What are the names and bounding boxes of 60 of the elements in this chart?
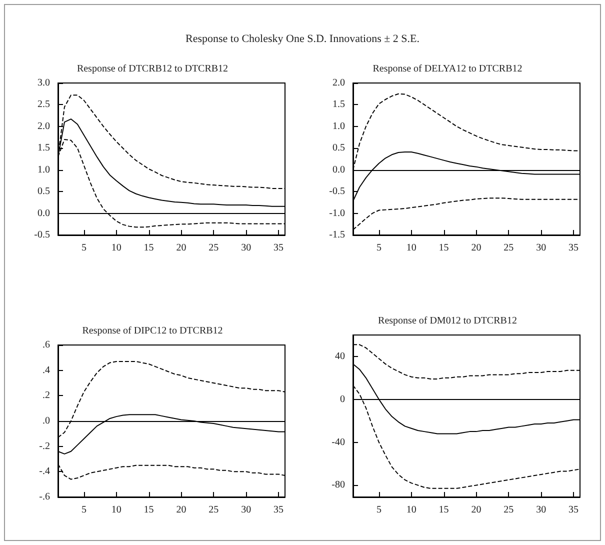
y-tick-label: -1.0 [329, 208, 345, 219]
y-tick-label: -.2 [39, 440, 50, 452]
y-tick-label: 1.0 [38, 164, 50, 176]
y-tick-label: 3.0 [38, 78, 50, 88]
y-tick-label: 40 [335, 350, 345, 362]
y-tick-label: -.6 [39, 492, 50, 502]
y-tick-label: 1.5 [38, 142, 50, 154]
x-tick-label: 25 [504, 504, 514, 516]
x-tick-label: 35 [274, 504, 284, 516]
x-tick-label: 35 [568, 242, 579, 254]
y-tick-label: -40 [332, 436, 345, 448]
x-tick-label: 5 [81, 504, 86, 516]
x-tick-label: 15 [144, 504, 154, 516]
y-tick-label: -.4 [39, 466, 50, 478]
x-tick-label: 30 [536, 242, 546, 254]
x-tick-label: 30 [241, 242, 252, 254]
y-tick-label: .2 [42, 390, 50, 402]
x-tick-label: 35 [274, 242, 284, 254]
y-tick-label: 0.5 [38, 186, 50, 198]
y-tick-label: 2.0 [332, 78, 345, 88]
x-tick-label: 10 [111, 242, 122, 254]
chart-title: Response of DM012 to DTCRB12 [378, 316, 517, 326]
x-tick-label: 20 [471, 242, 482, 254]
x-tick-label: 5 [376, 242, 382, 254]
chart-title: Response of DIPC12 to DTCRB12 [82, 326, 223, 336]
y-tick-label: -0.5 [329, 186, 345, 198]
y-tick-label: 2.0 [38, 120, 50, 132]
x-tick-label: 30 [241, 504, 252, 516]
x-tick-label: 20 [471, 504, 482, 516]
x-tick-label: 15 [144, 242, 154, 254]
chart-title: Response of DTCRB12 to DTCRB12 [76, 64, 228, 74]
x-tick-label: 25 [208, 504, 219, 516]
y-tick-label: 1.0 [332, 120, 345, 132]
y-tick-label: .4 [42, 364, 50, 376]
x-tick-label: 15 [438, 242, 449, 254]
x-tick-label: 10 [406, 242, 416, 254]
y-tick-label: 0 [340, 394, 345, 405]
chart-title: Response of DELYA12 to DTCRB12 [372, 64, 522, 74]
y-tick-label: -1.5 [329, 230, 345, 240]
x-tick-label: 35 [568, 504, 579, 516]
y-tick-label: 0.5 [332, 142, 345, 154]
y-tick-label: 0.0 [332, 164, 345, 176]
x-tick-label: 15 [438, 504, 449, 516]
y-tick-label: .6 [42, 340, 50, 350]
y-tick-label: 1.5 [332, 99, 345, 110]
y-tick-label: -80 [332, 480, 345, 491]
x-tick-label: 20 [176, 242, 186, 254]
y-tick-label: 2.5 [38, 99, 50, 110]
x-tick-label: 30 [536, 504, 546, 516]
y-tick-label: .0 [42, 416, 50, 426]
x-tick-label: 10 [111, 504, 122, 516]
x-tick-label: 5 [81, 242, 86, 254]
x-tick-label: 20 [176, 504, 186, 516]
x-tick-label: 25 [504, 242, 514, 254]
x-tick-label: 10 [406, 504, 416, 516]
y-tick-label: 0.0 [38, 208, 50, 219]
y-tick-label: -0.5 [34, 230, 50, 240]
text: Response to Cholesky One S.D. Innovations ± 2 S.E. [184, 33, 420, 45]
x-tick-label: 5 [376, 504, 382, 516]
x-tick-label: 25 [208, 242, 219, 254]
